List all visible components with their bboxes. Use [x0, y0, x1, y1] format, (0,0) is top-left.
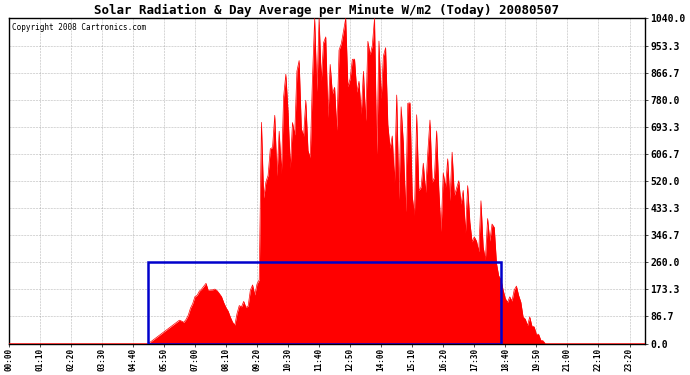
- Title: Solar Radiation & Day Average per Minute W/m2 (Today) 20080507: Solar Radiation & Day Average per Minute…: [95, 4, 560, 17]
- Text: Copyright 2008 Cartronics.com: Copyright 2008 Cartronics.com: [12, 23, 146, 32]
- Bar: [148, 262, 501, 344]
